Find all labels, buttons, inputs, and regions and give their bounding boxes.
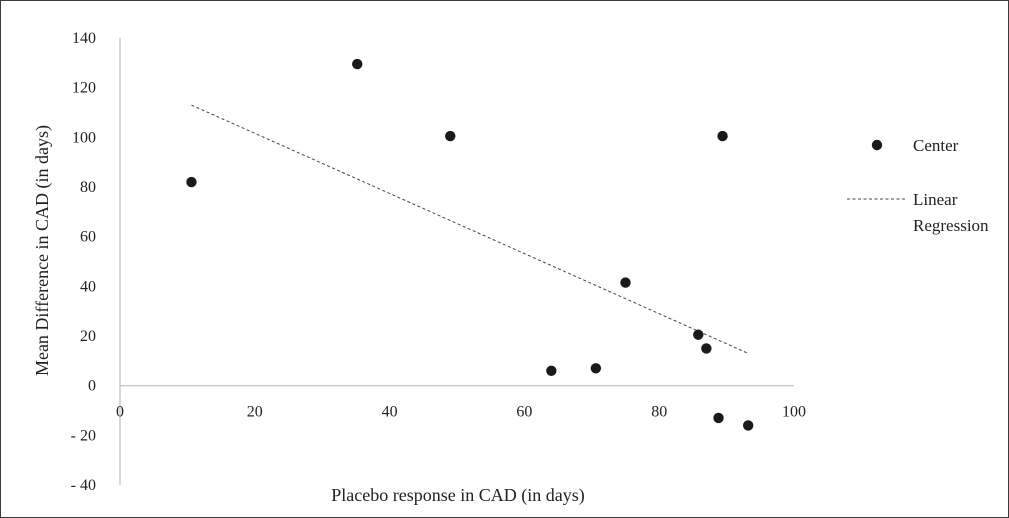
y-tick-label: 60 [80, 229, 96, 246]
y-tick-label: 20 [80, 328, 96, 345]
data-point [693, 329, 704, 340]
y-axis-title: Mean Difference in CAD (in days) [32, 125, 53, 376]
y-tick-label: 140 [72, 30, 96, 47]
data-point [717, 130, 728, 142]
points-layer [186, 58, 754, 431]
data-point [701, 343, 712, 354]
x-tick-label: 20 [247, 404, 263, 421]
legend-marker-center [871, 139, 883, 151]
legend-label-center: Center [913, 136, 959, 155]
data-point [590, 363, 602, 374]
y-tick-label: 0 [88, 378, 96, 395]
legend-label-regression-line2: Regression [913, 216, 989, 235]
trendline-layer [191, 104, 749, 354]
axes [119, 38, 794, 485]
y-tick-label: 100 [72, 129, 96, 146]
x-tick-label: 60 [516, 404, 532, 421]
data-point [186, 176, 197, 188]
x-axis-title: Placebo response in CAD (in days) [331, 485, 584, 506]
x-tick-label: 100 [782, 404, 806, 421]
legend: Center Linear Regression [847, 136, 989, 235]
data-point [445, 130, 456, 142]
data-point [546, 365, 557, 376]
y-tick-label: 40 [80, 278, 96, 295]
y-tick-label: - 40 [71, 477, 96, 494]
trendline [191, 104, 749, 354]
y-tick-label: 80 [80, 179, 96, 196]
data-point [620, 277, 631, 288]
x-tick-label: 0 [116, 404, 124, 421]
y-tick-label: - 20 [71, 427, 96, 444]
data-point [713, 412, 724, 424]
x-tick-label: 80 [651, 404, 667, 421]
x-tick-label: 40 [382, 404, 398, 421]
data-point [742, 420, 754, 431]
legend-label-regression-line1: Linear [913, 190, 958, 209]
data-point [352, 58, 363, 70]
tick-labels: 140 120 100 80 60 40 20 0 - 20 - 40 0 20 40 60 80 100 [71, 30, 806, 494]
y-tick-label: 120 [72, 80, 96, 97]
